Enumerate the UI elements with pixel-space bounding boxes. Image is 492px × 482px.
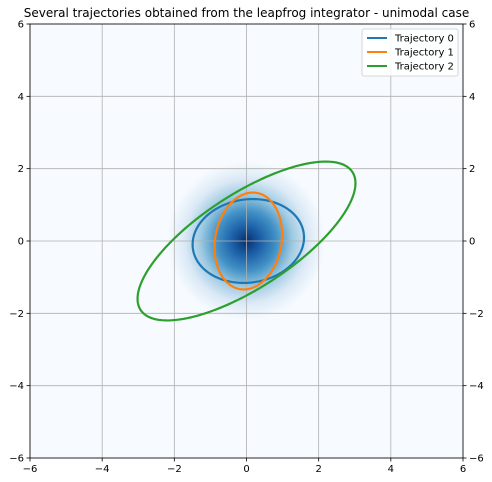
y-tick-label-left: 4	[18, 92, 24, 103]
trajectories	[136, 160, 357, 322]
legend-label-trajectory-1: Trajectory 1	[394, 48, 454, 59]
y-tick-label-left: −2	[9, 309, 24, 320]
trajectory-2-line	[136, 160, 357, 322]
x-tick-label: 0	[243, 464, 249, 475]
y-tick-label-left: −6	[9, 454, 24, 465]
y-tick-label-right: −2	[469, 309, 484, 320]
y-tick-label-left: 6	[18, 20, 24, 31]
y-tick-label-left: −4	[9, 381, 24, 392]
y-tick-label-right: 2	[469, 164, 475, 175]
trajectory-1-line	[213, 191, 284, 291]
y-tick-label-right: −4	[469, 381, 484, 392]
x-tick-label: −6	[23, 464, 38, 475]
ticks: −6−6 −6−4−4 −4−2−2 −200 022 244 466 6	[9, 20, 484, 476]
legend-label-trajectory-0: Trajectory 0	[394, 34, 454, 45]
x-tick-label: 6	[460, 464, 466, 475]
y-tick-label-right: 6	[469, 20, 475, 31]
y-tick-label-right: −6	[469, 454, 484, 465]
legend-label-trajectory-2: Trajectory 2	[394, 62, 454, 73]
x-tick-label: 2	[315, 464, 321, 475]
y-tick-label-right: 0	[469, 237, 475, 248]
y-tick-label-left: 0	[18, 237, 24, 248]
y-tick-label-left: 2	[18, 164, 24, 175]
legend-box	[361, 28, 459, 77]
x-tick-label: −4	[95, 464, 110, 475]
y-tick-label-right: 4	[469, 92, 475, 103]
chart-title: Several trajectories obtained from the l…	[24, 6, 470, 20]
x-tick-label: −2	[167, 464, 182, 475]
legend: Trajectory 0 Trajectory 1 Trajectory 2	[361, 28, 459, 77]
x-tick-label: 4	[388, 464, 394, 475]
